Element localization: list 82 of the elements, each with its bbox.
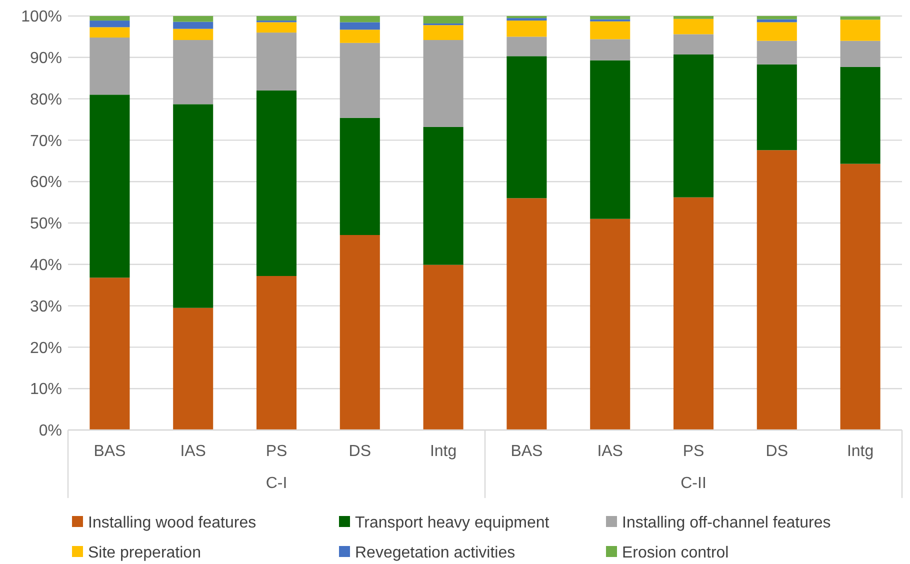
legend-label: Erosion control: [622, 544, 729, 562]
bar: [506, 18, 547, 21]
bar: [673, 54, 714, 198]
bar: [840, 40, 880, 67]
bar: [673, 34, 714, 54]
x-tick-label: PS: [682, 443, 704, 460]
y-tick-label: 60%: [30, 174, 62, 192]
bar: [340, 235, 380, 430]
y-tick-label: 70%: [30, 132, 62, 150]
bar: [423, 264, 464, 430]
bar: [340, 42, 380, 118]
bar: [840, 66, 880, 164]
x-tick-label: BAS: [510, 443, 543, 460]
bar: [756, 150, 797, 430]
bar: [506, 198, 547, 430]
bar: [256, 16, 297, 21]
bar: [673, 16, 714, 19]
text: C-I: [266, 475, 288, 492]
bar: [423, 126, 464, 265]
legend-label: Revegetation activities: [355, 544, 516, 562]
bar: [173, 308, 214, 430]
y-tick-label: 100%: [21, 8, 62, 26]
y-tick-label: 30%: [30, 298, 62, 316]
bar: [340, 16, 380, 22]
bar: [673, 197, 714, 430]
legend-label: Installing off-channel features: [622, 514, 831, 532]
bar: [840, 16, 880, 20]
y-tick-label: 20%: [30, 340, 62, 357]
bar: [423, 25, 464, 40]
bar: [256, 22, 297, 33]
bar: [673, 18, 714, 34]
x-tick-label: BAS: [94, 443, 126, 460]
legend-label: Installing wood features: [88, 514, 256, 532]
bar: [90, 278, 130, 430]
bar: [840, 20, 880, 41]
legend-label: Transport heavy equipment: [355, 514, 550, 532]
bar: [506, 20, 547, 37]
bar: [340, 30, 380, 43]
text: C-II: [680, 475, 706, 492]
bar: [90, 20, 130, 28]
bar: [173, 16, 214, 22]
bar: [256, 90, 297, 276]
bar: [756, 64, 797, 150]
bar: [90, 94, 130, 278]
bar: [173, 22, 214, 29]
bar: [590, 21, 630, 40]
bar: [256, 276, 297, 430]
bar: [590, 218, 630, 430]
bar: [756, 16, 797, 20]
bar: [256, 32, 297, 91]
bar: [423, 16, 464, 24]
bar: [173, 40, 214, 104]
x-tick-label: Intg: [430, 443, 457, 460]
bar: [756, 40, 797, 64]
bar: [423, 40, 464, 127]
y-tick-label: 40%: [30, 257, 62, 274]
bar: [173, 104, 214, 308]
y-tick-label: 50%: [30, 216, 62, 233]
x-tick-label: IAS: [180, 443, 206, 460]
legend-label: Site preperation: [88, 544, 201, 562]
bar: [590, 39, 630, 60]
bar: [840, 164, 880, 430]
x-tick-label: Intg: [846, 443, 874, 460]
y-tick-label: 80%: [30, 91, 62, 108]
bar: [590, 16, 630, 20]
bar: [506, 56, 547, 198]
x-tick-label: IAS: [597, 443, 623, 460]
y-tick-label: 0%: [38, 422, 62, 440]
bar: [90, 27, 130, 38]
x-tick-label: PS: [266, 443, 288, 460]
bar: [590, 60, 630, 219]
bar: [506, 36, 547, 56]
x-tick-label: DS: [348, 443, 372, 460]
bar: [173, 28, 214, 40]
y-tick-label: 90%: [30, 50, 62, 67]
bar: [756, 22, 797, 41]
x-tick-label: DS: [766, 443, 788, 460]
y-tick-label: 10%: [30, 381, 62, 398]
bar: [340, 118, 380, 236]
bar: [90, 16, 130, 21]
bar: [340, 22, 380, 30]
bar: [90, 38, 130, 95]
